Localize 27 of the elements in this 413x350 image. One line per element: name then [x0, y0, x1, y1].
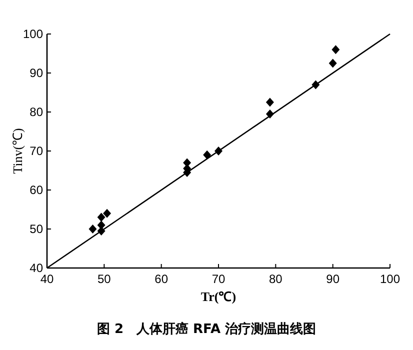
x-tick-label: 50 [97, 272, 112, 286]
point [203, 150, 212, 160]
y-tick-label: 60 [30, 183, 44, 197]
x-tick-label: 70 [212, 272, 226, 286]
x-tick-label: 100 [380, 272, 400, 286]
y-tick-label: 70 [30, 144, 44, 158]
point [103, 208, 112, 218]
point [328, 58, 337, 68]
point [266, 109, 274, 118]
y-tick-label: 40 [30, 261, 44, 275]
x-tick-label: 60 [154, 272, 168, 286]
x-axis-title: Tr(℃) [200, 289, 236, 304]
point [214, 146, 222, 156]
y-tick-label: 100 [22, 27, 44, 41]
point [88, 224, 97, 234]
x-tick-label: 90 [326, 272, 340, 286]
y-tick-label: 80 [30, 105, 44, 119]
point [266, 98, 274, 107]
x-tick-label: 40 [40, 272, 54, 286]
y-tick-label: 90 [30, 66, 44, 80]
y-axis-title: Tinv(℃) [10, 128, 25, 174]
point [312, 80, 320, 90]
x-tick-label: 80 [268, 272, 283, 286]
y-tick-label: 50 [30, 222, 44, 236]
caption: 图 2 人体肝癌 RFA 治疗测温曲线图 [96, 321, 316, 337]
point [332, 45, 340, 54]
point [97, 212, 106, 222]
